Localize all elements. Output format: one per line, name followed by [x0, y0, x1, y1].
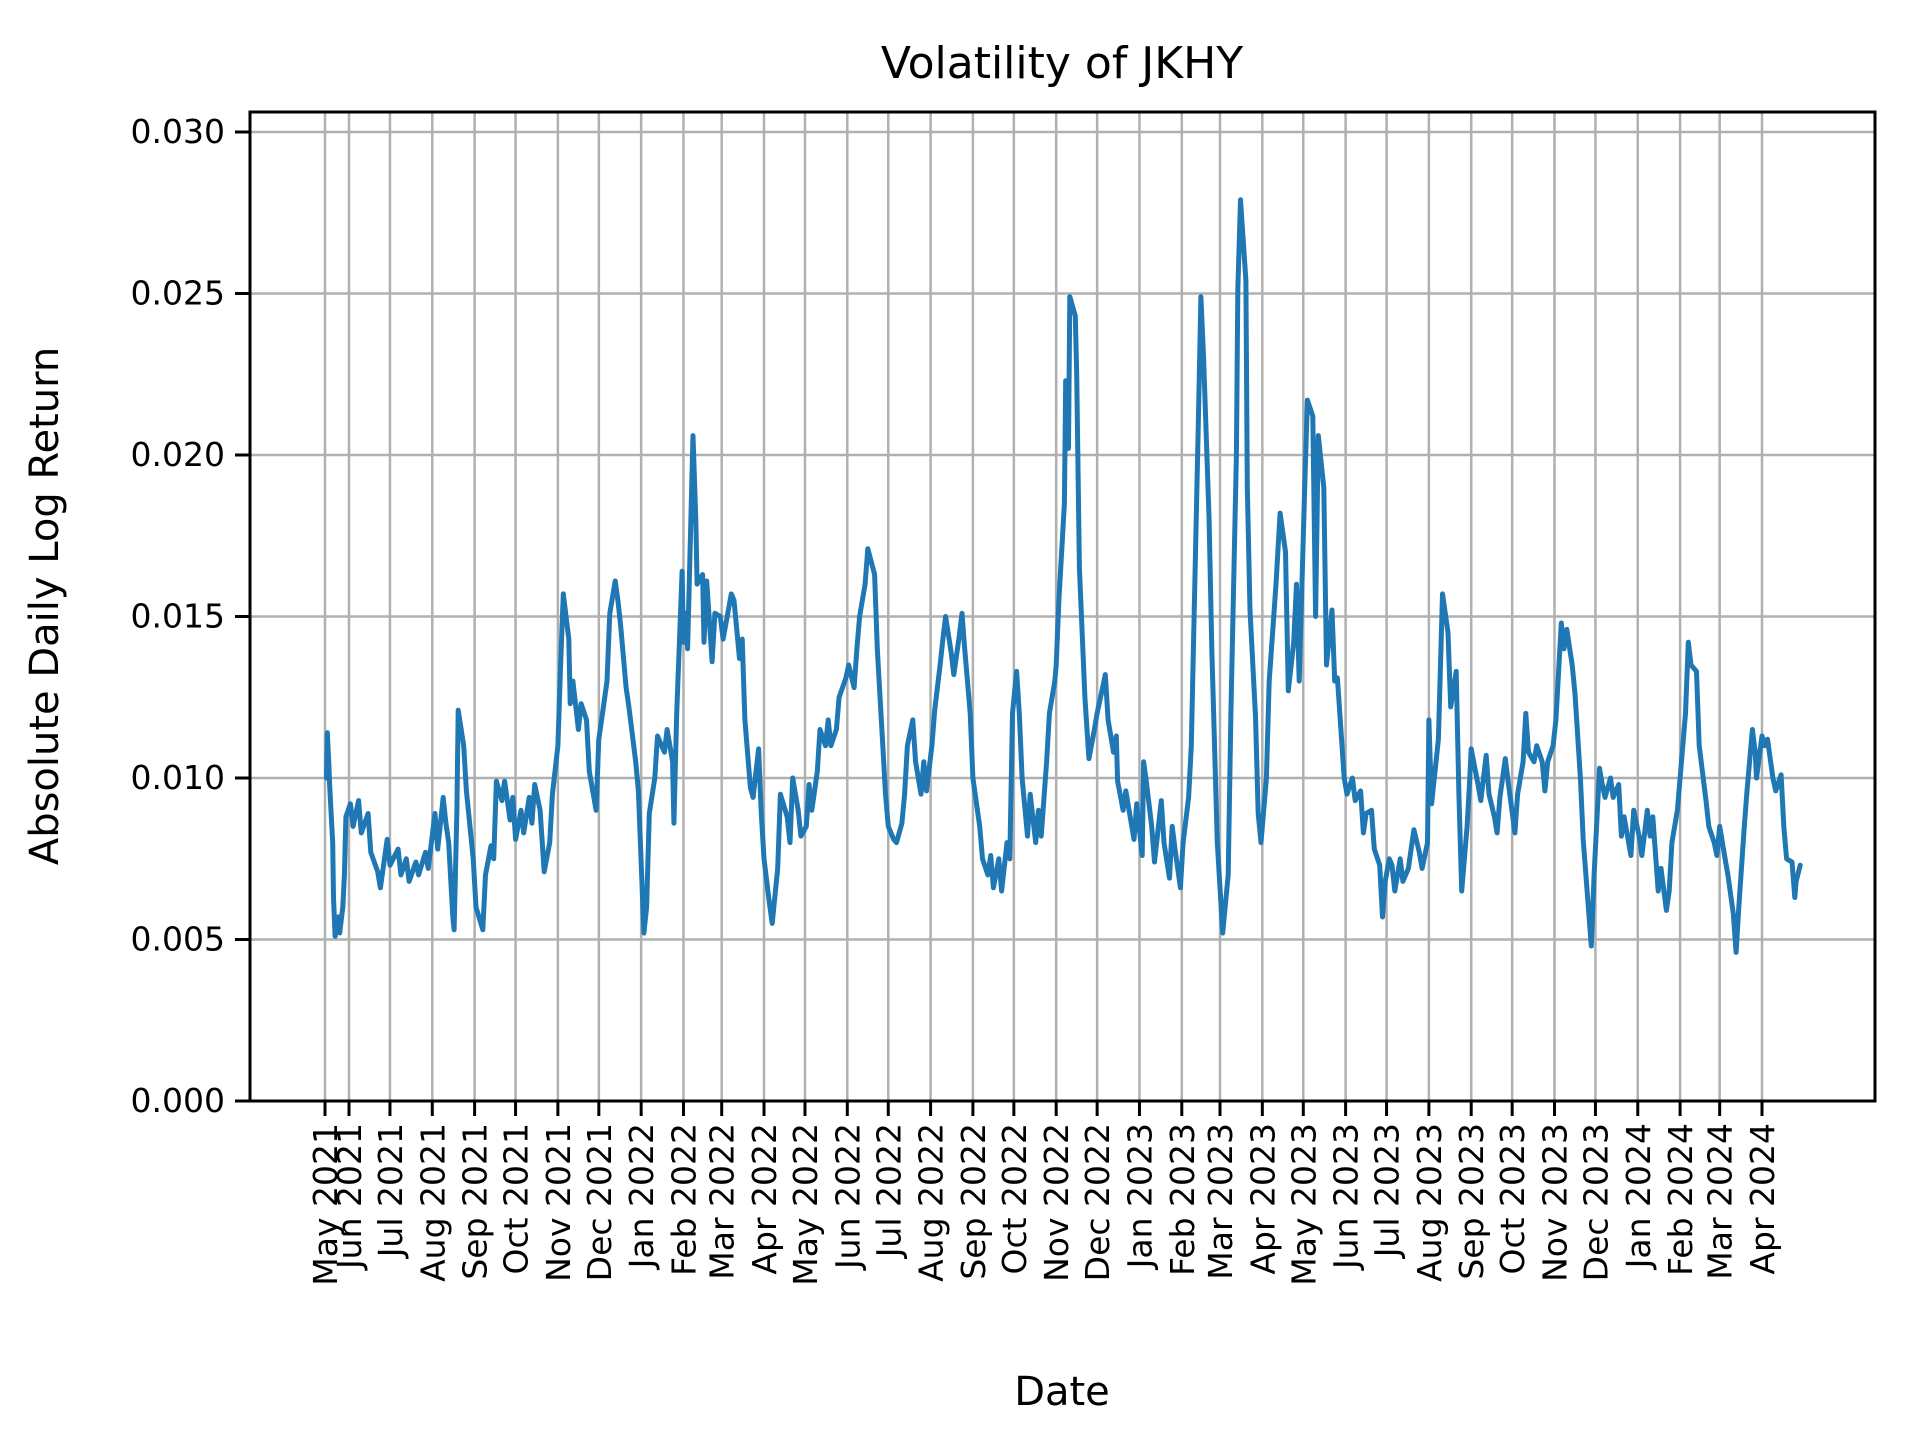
axes-spines — [248, 110, 1877, 1103]
y-tick-label: 0.015 — [131, 597, 225, 636]
y-axis-label: Absolute Daily Log Return — [22, 347, 68, 865]
x-tick-label: Dec 2023 — [1576, 1123, 1615, 1281]
x-tick-label: Apr 2024 — [1743, 1123, 1782, 1275]
x-tick-label: Oct 2023 — [1493, 1123, 1532, 1275]
x-tick-label: May 2022 — [786, 1123, 825, 1286]
x-tick-label: Sep 2023 — [1452, 1123, 1491, 1280]
x-tick-label: Jan 2024 — [1619, 1123, 1658, 1270]
x-tick-label: Dec 2022 — [1078, 1123, 1117, 1281]
plot-border — [248, 110, 1877, 1103]
x-tick-label: Dec 2021 — [580, 1123, 619, 1281]
series-layer — [324, 197, 1803, 955]
x-tick-label: Jul 2022 — [869, 1123, 908, 1259]
x-tick-label: Sep 2021 — [456, 1123, 495, 1280]
x-tick-label: Aug 2023 — [1410, 1123, 1449, 1282]
x-tick-label: Nov 2022 — [1037, 1123, 1076, 1282]
x-tick-label: Feb 2022 — [664, 1123, 703, 1276]
y-tick-label: 0.030 — [131, 112, 225, 151]
x-tick-label: Jul 2023 — [1368, 1123, 1407, 1259]
tick-layer — [235, 130, 1764, 1116]
x-tick-label: Jun 2022 — [828, 1123, 867, 1271]
x-tick-label: Jul 2021 — [371, 1123, 410, 1259]
x-tick-label: Mar 2023 — [1201, 1123, 1240, 1280]
x-tick-label: Jun 2023 — [1327, 1123, 1366, 1271]
x-tick-label: Jun 2021 — [330, 1123, 369, 1271]
x-tick-label: Oct 2021 — [497, 1123, 536, 1275]
x-tick-label: Apr 2023 — [1243, 1123, 1282, 1275]
y-tick-label: 0.000 — [131, 1081, 225, 1120]
x-tick-label: May 2021 — [306, 1123, 345, 1286]
x-tick-label: Jan 2022 — [622, 1123, 661, 1270]
grid-layer — [250, 112, 1875, 1103]
volatility-line — [324, 197, 1803, 955]
x-tick-label: Nov 2021 — [539, 1123, 578, 1282]
x-tick-label: Feb 2023 — [1163, 1123, 1202, 1276]
y-tick-label: 0.020 — [131, 435, 225, 474]
x-axis-label: Date — [1014, 1369, 1110, 1415]
x-tick-label: Feb 2024 — [1661, 1123, 1700, 1276]
x-tick-label: Sep 2022 — [954, 1123, 993, 1280]
y-tick-label: 0.010 — [131, 758, 225, 797]
x-tick-label: Oct 2022 — [995, 1123, 1034, 1275]
x-tick-label: May 2023 — [1284, 1123, 1323, 1286]
chart-title: Volatility of JKHY — [881, 38, 1243, 89]
x-tick-label: Nov 2023 — [1535, 1123, 1574, 1282]
x-tick-label: Mar 2022 — [703, 1123, 742, 1280]
x-tick-label: Aug 2021 — [413, 1123, 452, 1282]
y-tick-label: 0.005 — [131, 920, 225, 959]
x-tick-label: Mar 2024 — [1701, 1123, 1740, 1280]
x-tick-label: Apr 2022 — [745, 1123, 784, 1275]
x-tick-label: Aug 2022 — [912, 1123, 951, 1282]
y-tick-label: 0.025 — [131, 274, 225, 313]
x-tick-label: Jan 2023 — [1120, 1123, 1159, 1270]
